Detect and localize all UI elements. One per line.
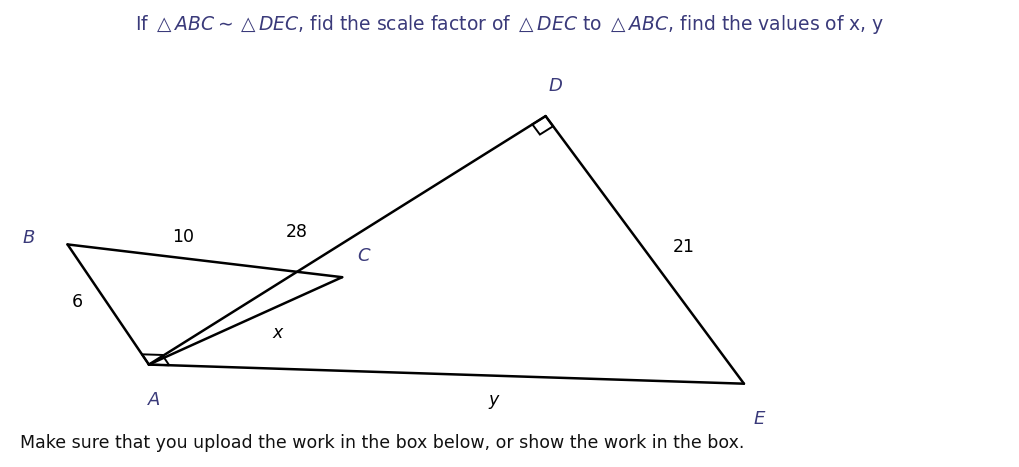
Text: $\it{y}$: $\it{y}$: [487, 393, 500, 411]
Text: $\it{B}$: $\it{B}$: [22, 229, 36, 247]
Text: 21: 21: [672, 238, 694, 256]
Text: 28: 28: [285, 223, 308, 241]
Text: $\it{D}$: $\it{D}$: [548, 77, 562, 95]
Text: $\it{x}$: $\it{x}$: [272, 325, 285, 342]
Text: $\it{C}$: $\it{C}$: [357, 248, 372, 265]
Text: 6: 6: [72, 293, 84, 311]
Text: If $\triangle ABC \sim \triangle DEC$, fid the scale factor of $\triangle DEC$ t: If $\triangle ABC \sim \triangle DEC$, f…: [136, 13, 883, 36]
Text: $\it{E}$: $\it{E}$: [752, 410, 765, 428]
Text: $\it{A}$: $\it{A}$: [147, 391, 161, 409]
Text: Make sure that you upload the work in the box below, or show the work in the box: Make sure that you upload the work in th…: [19, 434, 743, 452]
Text: 10: 10: [171, 228, 194, 247]
